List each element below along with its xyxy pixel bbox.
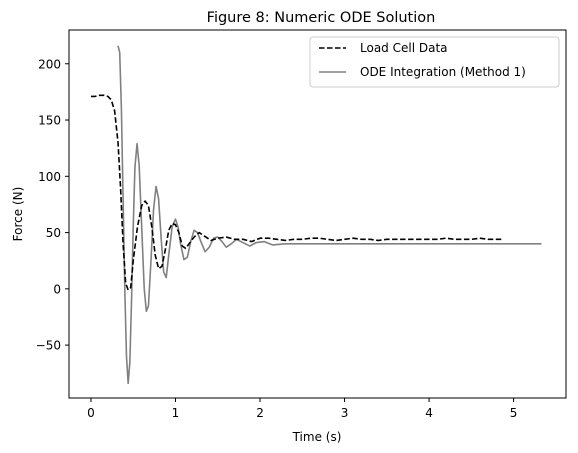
legend: Load Cell Data ODE Integration (Method 1…	[309, 36, 560, 88]
legend-label-ode: ODE Integration (Method 1)	[360, 65, 526, 79]
y-tick-label: 50	[46, 226, 61, 240]
chart-title: Figure 8: Numeric ODE Solution	[207, 10, 436, 26]
series-group	[90, 45, 542, 385]
y-tick-label: 150	[38, 114, 61, 128]
y-axis: −50 0 50 100 150 200	[36, 57, 69, 353]
y-tick-label: 200	[38, 57, 61, 71]
x-tick-label: 2	[256, 406, 264, 420]
plot-frame	[68, 29, 567, 399]
x-tick-label: 4	[425, 406, 433, 420]
x-tick-label: 5	[510, 406, 518, 420]
x-tick-label: 3	[341, 406, 349, 420]
series-line-load-cell	[90, 94, 504, 291]
series-line-ode	[117, 45, 542, 385]
y-axis-label: Force (N)	[11, 187, 25, 242]
legend-box	[309, 36, 560, 88]
x-axis-label: Time (s)	[292, 430, 342, 444]
legend-label-load-cell: Load Cell Data	[360, 41, 448, 55]
x-tick-label: 0	[87, 406, 95, 420]
x-tick-label: 1	[172, 406, 180, 420]
x-axis: 0 1 2 3 4 5	[87, 398, 517, 420]
y-tick-label: 0	[53, 282, 61, 296]
y-tick-label: −50	[36, 339, 61, 353]
y-tick-label: 100	[38, 170, 61, 184]
